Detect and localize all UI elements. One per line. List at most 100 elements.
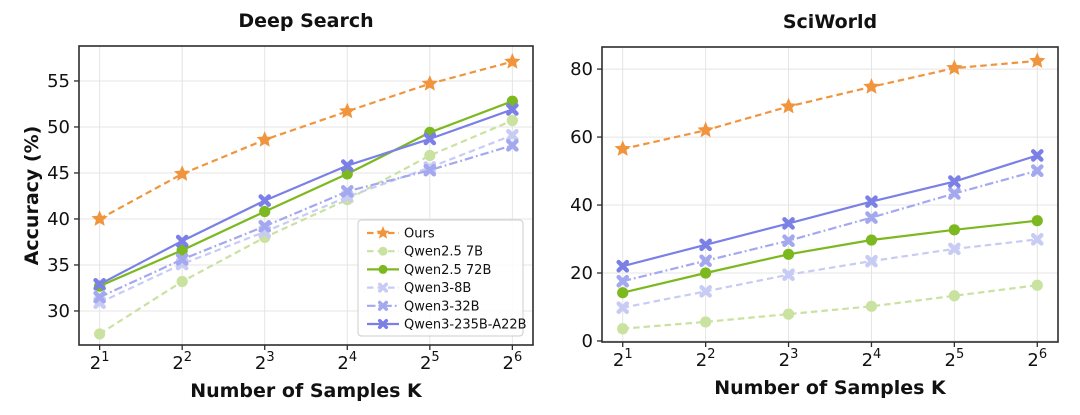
circle-marker: [259, 206, 271, 218]
star-marker: [946, 59, 963, 76]
legend-box: [357, 219, 524, 337]
legend-entry: Qwen3-32B: [367, 299, 480, 314]
series-line: [622, 284, 1038, 330]
x-marker: [948, 187, 961, 200]
series-line: [99, 134, 513, 304]
x-marker: [865, 195, 878, 208]
series-qwen3-32b: [93, 139, 519, 304]
circle-marker: [948, 224, 960, 236]
star-marker: [256, 131, 273, 147]
chart-title: Deep Search: [238, 10, 373, 32]
star-marker: [863, 78, 880, 94]
x-tick-label: 24: [337, 350, 357, 374]
x-marker: [506, 128, 519, 142]
series-qwen2-5-72b: [617, 215, 1043, 299]
chart-title: SciWorld: [783, 11, 877, 33]
x-marker: [1030, 149, 1044, 162]
x-tick-label: 25: [420, 350, 440, 374]
circle-marker: [782, 248, 795, 260]
x-marker: [423, 163, 437, 177]
y-tick-label: 0: [582, 331, 593, 352]
x-marker: [1030, 233, 1044, 246]
x-marker: [782, 217, 795, 230]
y-tick-label: 55: [47, 71, 70, 92]
x-tick-exponent: 3: [266, 350, 274, 365]
x-marker: [175, 253, 189, 266]
x-tick-exponent: 5: [956, 347, 964, 362]
legend-entry: Qwen2.5 72B: [367, 263, 491, 278]
x-axis-label: Number of Samples K: [714, 377, 947, 399]
series-line: [99, 100, 513, 288]
legend-entry-label: Qwen2.5 72B: [404, 263, 491, 278]
x-marker: [865, 254, 878, 268]
y-tick-label: 40: [570, 195, 593, 216]
x-marker: [93, 277, 106, 291]
x-tick-exponent: 4: [873, 347, 881, 362]
x-tick-label: 24: [862, 347, 882, 371]
star-marker: [1029, 52, 1046, 68]
series-qwen3-32b: [616, 164, 1044, 288]
legend-entry: Ours: [367, 226, 435, 242]
x-marker: [782, 234, 795, 248]
y-axis: 30 35 40 45 50 55: [47, 71, 79, 322]
x-marker: [258, 194, 272, 207]
x-marker: [506, 139, 519, 152]
x-axis-label: Number of Samples K: [190, 380, 423, 402]
star-marker: [780, 97, 797, 114]
series-qwen2-5-7b: [617, 279, 1043, 335]
x-marker: [1030, 164, 1044, 178]
x-marker: [616, 259, 630, 273]
x-tick-base: 2: [1027, 350, 1038, 371]
x-marker: [616, 274, 630, 288]
series-qwen3-8b: [616, 233, 1044, 314]
series-line: [99, 108, 513, 286]
y-tick-label: 30: [47, 301, 70, 322]
x-marker: [948, 175, 961, 188]
x-tick-exponent: 5: [431, 350, 439, 365]
x-tick-base: 2: [502, 353, 513, 374]
series-ours: [614, 52, 1046, 156]
x-tick-exponent: 1: [101, 350, 109, 365]
circle-marker: [617, 323, 629, 335]
circle-marker: [176, 244, 188, 256]
legend-entry-label: Qwen3-8B: [404, 281, 471, 296]
series-line: [622, 154, 1038, 268]
x-tick-exponent: 6: [514, 350, 522, 365]
x-axis: 21 22 23 24 25 26: [90, 345, 522, 374]
y-tick-label: 45: [47, 163, 70, 184]
x-tick-label: 22: [172, 350, 192, 374]
x-tick-exponent: 1: [624, 347, 632, 362]
circle-marker: [617, 287, 629, 299]
series-line: [622, 169, 1038, 283]
x-tick-base: 2: [420, 353, 431, 374]
circle-marker: [176, 275, 188, 288]
legend-entry-label: Qwen3-235B-A22B: [404, 318, 527, 333]
series-line: [99, 60, 513, 220]
x-marker: [423, 132, 437, 146]
legend-entry-label: Qwen3-32B: [404, 299, 480, 314]
circle-marker: [948, 290, 960, 302]
x-marker: [699, 285, 712, 298]
x-axis: 21 22 23 24 25 26: [613, 342, 1047, 371]
x-marker: [782, 268, 795, 282]
x-tick-label: 22: [696, 347, 716, 371]
x-tick-base: 2: [172, 353, 183, 374]
x-tick-base: 2: [255, 353, 266, 374]
x-tick-label: 21: [613, 347, 633, 371]
gridlines: [602, 47, 1058, 342]
star-marker: [91, 210, 108, 226]
x-marker: [506, 103, 519, 116]
x-tick-exponent: 4: [349, 350, 357, 365]
x-tick-label: 23: [779, 347, 799, 371]
x-tick-label: 26: [1027, 347, 1047, 371]
circle-marker: [1031, 279, 1043, 291]
circle-marker: [378, 246, 388, 256]
x-tick-base: 2: [90, 353, 101, 374]
legend-entry: Qwen3-235B-A22B: [367, 318, 527, 333]
x-tick-base: 2: [337, 353, 348, 374]
x-marker: [93, 290, 106, 304]
x-tick-label: 23: [255, 350, 275, 374]
circle-marker: [506, 114, 518, 127]
